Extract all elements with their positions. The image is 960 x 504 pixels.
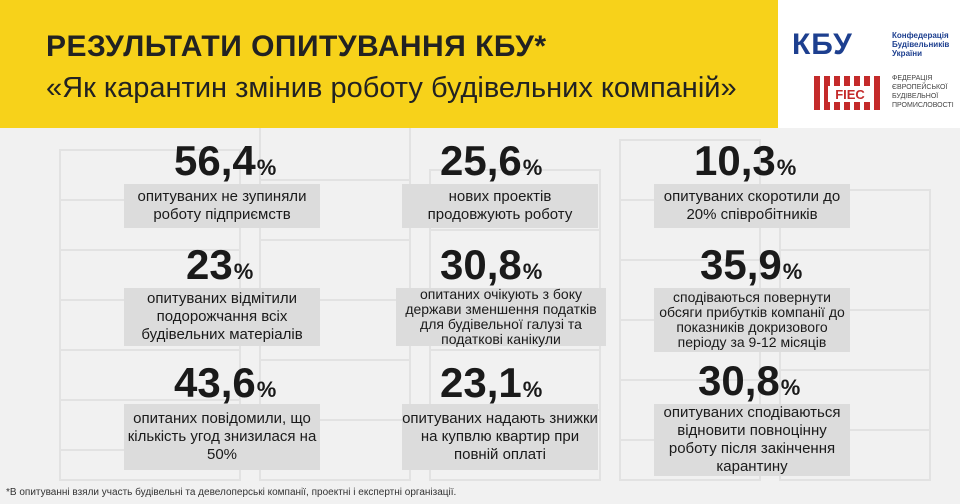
stat-description: опитуваних скоротили до 20% співробітник… <box>654 184 850 228</box>
kbu-logo: КБУ <box>792 28 853 61</box>
footnote: *В опитуванні взяли участь будівельні та… <box>6 487 457 498</box>
stat-value: 30,8% <box>440 241 543 288</box>
stat-value: 56,4% <box>174 137 277 184</box>
stat-value: 35,9% <box>700 241 803 288</box>
stat-description: опитуваних сподіваються відновити повноц… <box>654 404 850 476</box>
stat-description: опитуваних надають знижки на купвлю квар… <box>402 404 598 470</box>
logos-panel: КБУ Конфедерація Будівельників України F… <box>778 0 960 128</box>
stat-description: нових проектів продовжують роботу <box>402 184 598 228</box>
stat-description: опитуваних не зупиняли роботу підприємст… <box>124 184 320 228</box>
stat-value: 25,6% <box>440 137 543 184</box>
stat-description: сподіваються повернути обсяги прибутків … <box>654 288 850 352</box>
stat-value: 23% <box>186 241 254 288</box>
svg-text:FIEC: FIEC <box>835 87 865 102</box>
page-subtitle: «Як карантин змінив роботу будівельних к… <box>46 72 737 104</box>
header-banner: РЕЗУЛЬТАТИ ОПИТУВАННЯ КБУ* «Як карантин … <box>0 0 778 128</box>
stat-value: 10,3% <box>694 137 797 184</box>
kbu-logo-text: Конфедерація Будівельників України <box>892 31 950 58</box>
stat-value: 23,1% <box>440 359 543 406</box>
stat-description: опитаних очікують з боку держави зменшен… <box>396 287 606 347</box>
stat-description: опитаних повідомили, що кількість угод з… <box>124 404 320 470</box>
fiec-logo-text: ФЕДЕРАЦІЯ ЄВРОПЕЙСЬКОЇ БУДІВЕЛЬНОЇ ПРОМИ… <box>892 75 954 109</box>
stat-value: 43,6% <box>174 359 277 406</box>
stat-value: 30,8% <box>698 357 801 404</box>
page-title: РЕЗУЛЬТАТИ ОПИТУВАННЯ КБУ* <box>46 30 547 63</box>
fiec-logo: FIEC <box>814 76 880 110</box>
stat-description: опитуваних відмітили подорожчання всіх б… <box>124 288 320 346</box>
